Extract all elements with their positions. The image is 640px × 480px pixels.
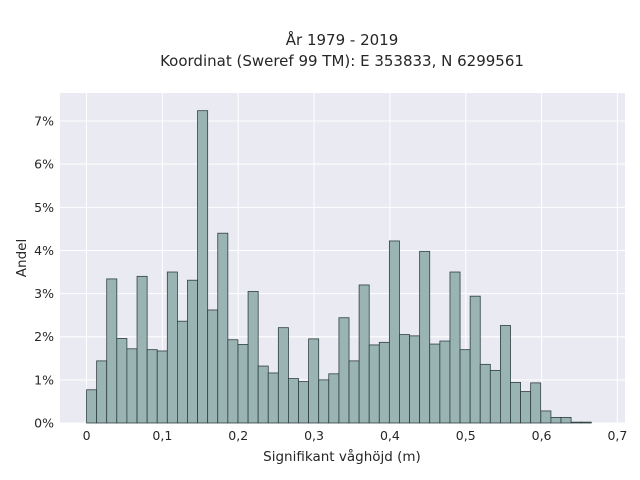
- histogram-bar: [388, 240, 400, 424]
- histogram-bar: [338, 317, 350, 424]
- x-tick-label: 0,6: [532, 428, 552, 443]
- histogram-bar: [267, 372, 279, 424]
- y-tick-label: 1%: [34, 372, 54, 387]
- x-tick-label: 0: [83, 428, 91, 443]
- histogram-bar: [378, 341, 390, 424]
- histogram-bar: [288, 378, 299, 424]
- chart-title-line-2: Koordinat (Sweref 99 TM): E 353833, N 62…: [160, 52, 524, 70]
- histogram-bar: [419, 250, 431, 424]
- x-axis-ticks: 0 0,1 0,2 0,3 0,4 0,5 0,6 0,7: [83, 428, 628, 443]
- histogram-bar: [156, 350, 168, 424]
- histogram-bar: [479, 363, 491, 424]
- histogram-bar: [449, 271, 461, 424]
- histogram-bar: [399, 334, 410, 424]
- histogram-bar: [328, 373, 340, 424]
- histogram-bar: [318, 379, 330, 424]
- histogram-bar: [530, 382, 542, 424]
- histogram-bars: [86, 110, 592, 424]
- histogram-bar: [217, 232, 229, 424]
- y-tick-label: 7%: [34, 114, 54, 129]
- histogram-bar: [409, 335, 421, 424]
- x-axis-label: Signifikant våghöjd (m): [263, 448, 421, 465]
- histogram-bar: [86, 389, 98, 424]
- x-tick-label: 0,2: [228, 428, 248, 443]
- x-tick-label: 0,5: [456, 428, 476, 443]
- histogram-bar: [439, 340, 451, 424]
- x-tick-label: 0,1: [152, 428, 172, 443]
- histogram-bar: [510, 382, 521, 424]
- y-tick-label: 6%: [34, 157, 54, 172]
- histogram-bar: [227, 339, 239, 424]
- histogram-bar: [469, 295, 481, 424]
- histogram-bar: [187, 279, 198, 424]
- histogram-bar: [499, 325, 511, 424]
- x-tick-label: 0,3: [304, 428, 324, 443]
- x-tick-label: 0,7: [607, 428, 627, 443]
- y-tick-label: 5%: [34, 200, 54, 215]
- histogram-bar: [277, 327, 289, 424]
- histogram-bar: [96, 360, 108, 424]
- x-tick-label: 0,4: [380, 428, 400, 443]
- histogram-bar: [166, 271, 178, 424]
- histogram-bar: [368, 344, 380, 424]
- histogram-bar: [348, 360, 360, 424]
- histogram-bar: [520, 391, 532, 424]
- histogram-bar: [308, 338, 320, 424]
- y-tick-label: 2%: [34, 329, 54, 344]
- histogram-bar: [429, 343, 441, 424]
- histogram-bar: [136, 275, 148, 424]
- histogram-bar: [247, 291, 259, 424]
- histogram-bar: [489, 369, 501, 424]
- histogram-bar: [560, 416, 572, 424]
- histogram-bar: [197, 110, 209, 424]
- y-axis-label: Andel: [14, 239, 30, 277]
- y-tick-label: 0%: [34, 416, 54, 431]
- histogram-bar: [116, 338, 128, 424]
- y-axis-ticks: 0% 1% 2% 3% 4% 5% 6% 7%: [34, 114, 54, 431]
- histogram-bar: [126, 348, 138, 424]
- histogram-bar: [540, 410, 552, 424]
- histogram-bar: [298, 381, 310, 424]
- histogram-bar: [106, 278, 118, 424]
- histogram-bar: [146, 349, 158, 424]
- histogram-bar: [459, 349, 471, 424]
- histogram-bar: [207, 309, 219, 424]
- histogram-bar: [176, 320, 188, 424]
- histogram-bar: [580, 421, 592, 424]
- histogram-bar: [550, 416, 562, 424]
- histogram-bar: [358, 284, 370, 424]
- histogram-bar: [237, 344, 249, 424]
- y-tick-label: 3%: [34, 286, 54, 301]
- histogram-bar: [570, 421, 582, 424]
- chart-title-line-1: År 1979 - 2019: [286, 30, 399, 49]
- histogram-bar: [257, 365, 269, 424]
- y-tick-label: 4%: [34, 243, 54, 258]
